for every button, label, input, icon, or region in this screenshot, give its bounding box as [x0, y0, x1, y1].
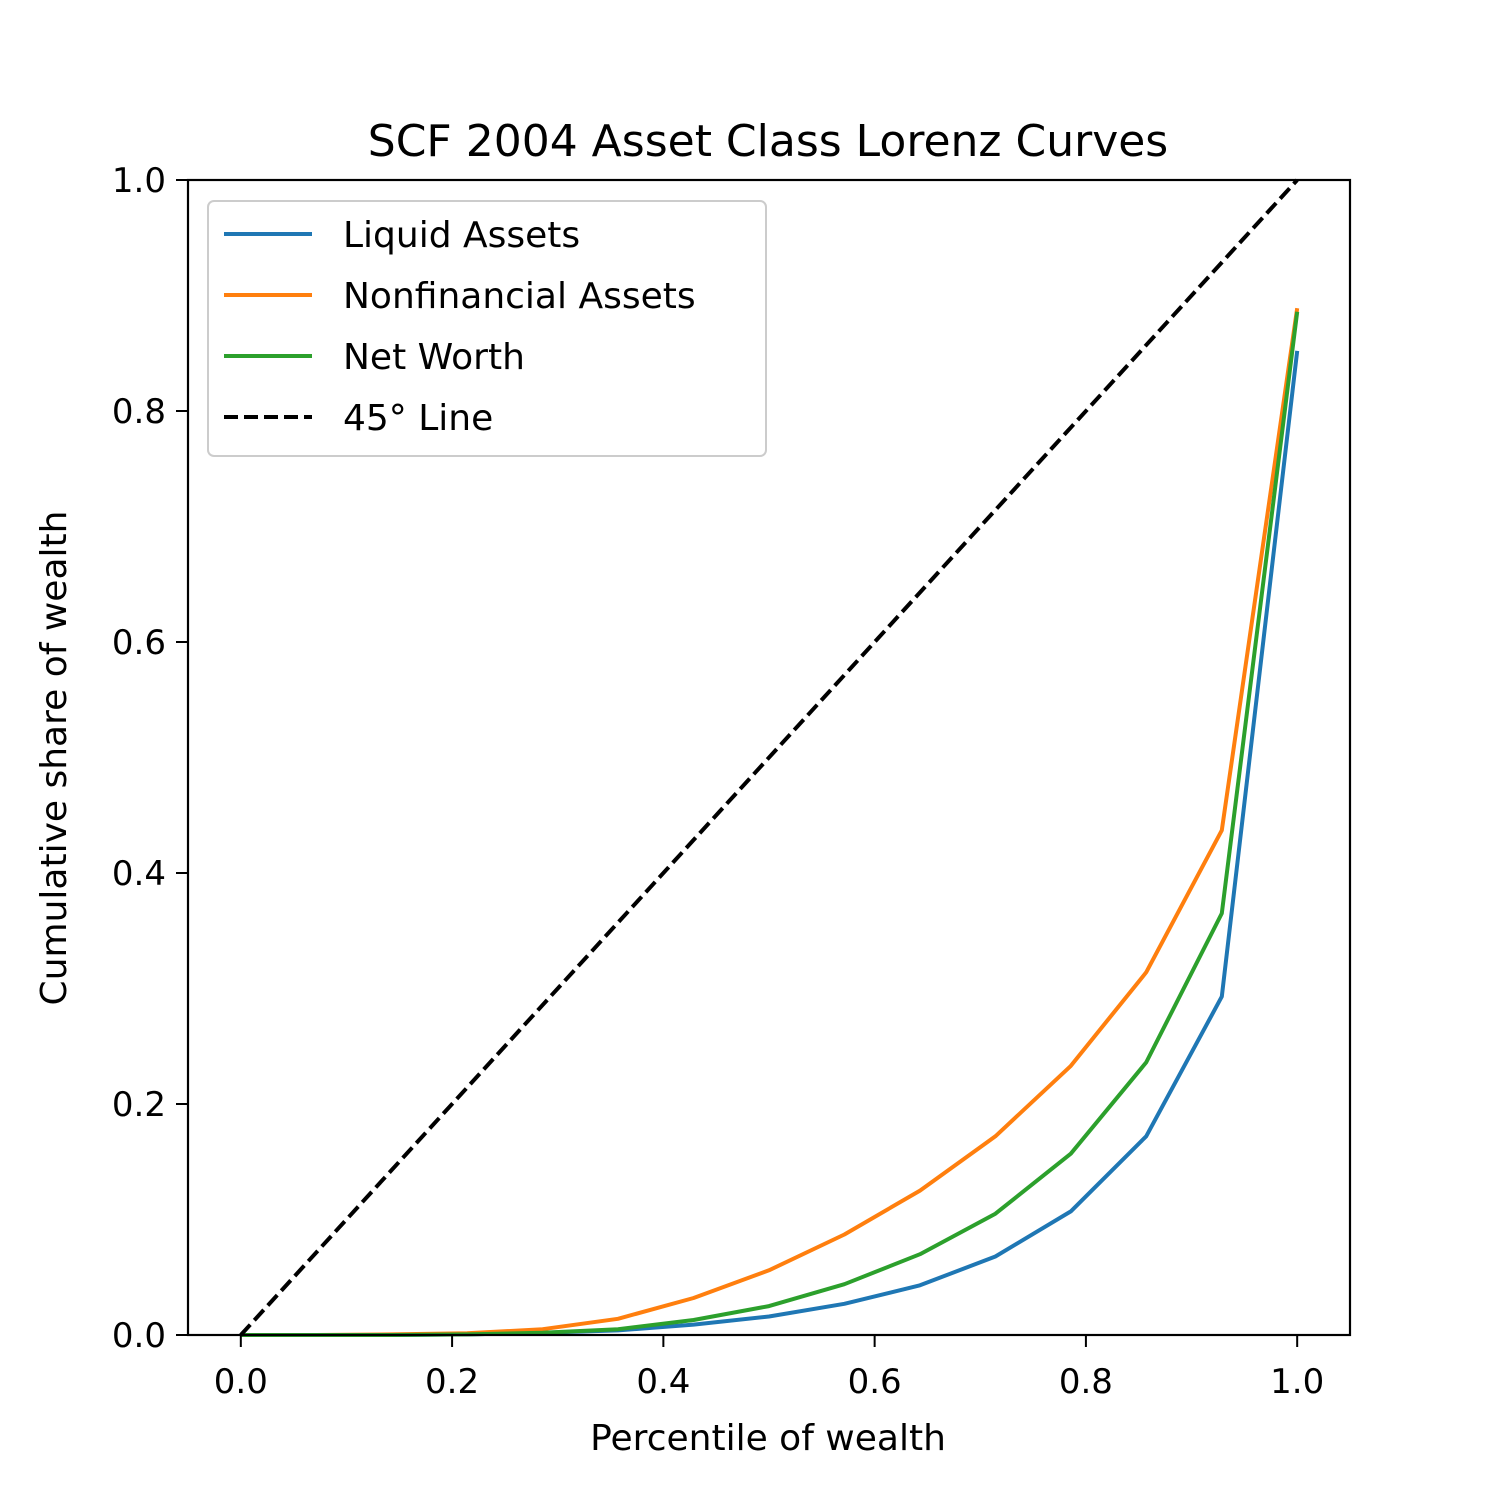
y-tick-label: 0.0 — [112, 1316, 166, 1356]
y-tick-label: 1.0 — [112, 161, 166, 201]
legend-label-3: 45° Line — [343, 398, 493, 439]
legend-items: Liquid Assets Nonfinancial Assets Net Wort… — [224, 215, 696, 439]
legend-box — [207, 200, 767, 457]
legend-label-0: Liquid Assets — [343, 215, 580, 256]
x-tick-label: 0.6 — [848, 1362, 902, 1402]
chart-title: SCF 2004 Asset Class Lorenz Curves — [368, 116, 1168, 167]
y-axis-label: Cumulative share of wealth — [34, 511, 75, 1006]
x-tick-label: 0.4 — [636, 1362, 690, 1402]
x-axis-label: Percentile of wealth — [590, 1418, 946, 1459]
x-tick-label: 1.0 — [1270, 1362, 1324, 1402]
y-tick-label: 0.8 — [112, 392, 166, 432]
y-axis: 0.0 0.2 0.4 0.6 0.8 1.0 — [112, 161, 188, 1356]
x-tick-label: 0.8 — [1059, 1362, 1113, 1402]
y-tick-label: 0.4 — [112, 854, 166, 894]
legend: Liquid Assets Nonfinancial Assets Net Wort… — [207, 200, 767, 457]
legend-label-2: Net Worth — [343, 337, 525, 378]
x-tick-label: 0.0 — [214, 1362, 268, 1402]
plot-frame — [186, 178, 1352, 1337]
legend-label-1: Nonfinancial Assets — [343, 276, 696, 317]
x-axis: 0.0 0.2 0.4 0.6 0.8 1.0 — [214, 1335, 1324, 1402]
plot-area — [186, 178, 1352, 1337]
series-line-3 — [239, 178, 1299, 1337]
y-tick-label: 0.2 — [112, 1085, 166, 1125]
y-tick-label: 0.6 — [112, 623, 166, 663]
x-tick-label: 0.2 — [425, 1362, 479, 1402]
